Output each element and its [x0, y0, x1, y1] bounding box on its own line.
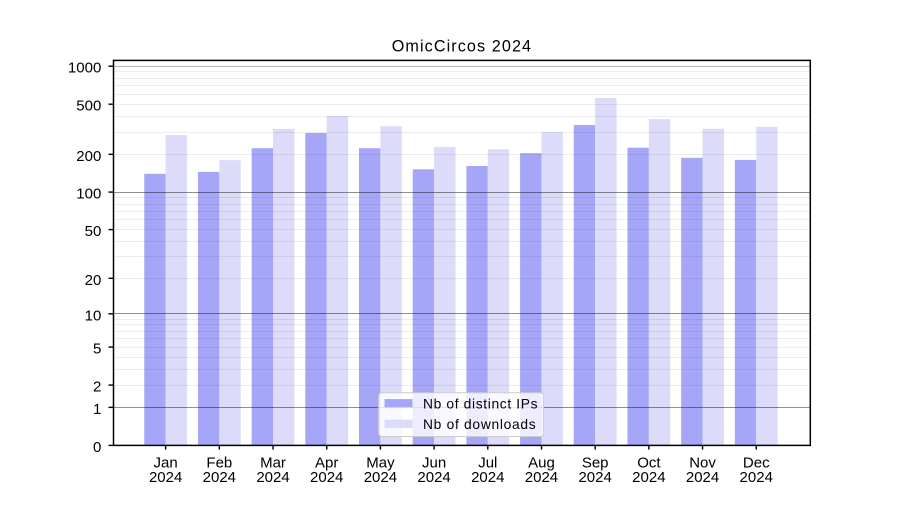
- svg-text:Dec: Dec: [743, 454, 770, 471]
- svg-text:1: 1: [93, 401, 101, 418]
- svg-text:Jun: Jun: [422, 454, 446, 471]
- svg-text:500: 500: [76, 98, 101, 115]
- svg-text:2024: 2024: [149, 469, 182, 486]
- svg-text:Nb of distinct IPs: Nb of distinct IPs: [423, 397, 538, 412]
- svg-text:50: 50: [85, 223, 102, 240]
- svg-text:OmicCircos 2024: OmicCircos 2024: [392, 38, 531, 56]
- svg-text:5: 5: [93, 341, 101, 358]
- svg-text:Jan: Jan: [154, 454, 178, 471]
- svg-text:2024: 2024: [686, 469, 719, 486]
- svg-text:1000: 1000: [68, 60, 101, 77]
- svg-text:2024: 2024: [203, 469, 236, 486]
- svg-text:Apr: Apr: [315, 454, 338, 471]
- svg-text:Feb: Feb: [206, 454, 232, 471]
- svg-text:2024: 2024: [417, 469, 450, 486]
- svg-text:100: 100: [76, 186, 101, 203]
- svg-text:Aug: Aug: [528, 454, 555, 471]
- svg-text:2024: 2024: [256, 469, 289, 486]
- svg-text:2024: 2024: [310, 469, 343, 486]
- svg-text:Nb of downloads: Nb of downloads: [423, 417, 536, 432]
- svg-text:2024: 2024: [632, 469, 665, 486]
- svg-text:2024: 2024: [525, 469, 558, 486]
- svg-text:Nov: Nov: [689, 454, 716, 471]
- svg-text:10: 10: [85, 307, 102, 324]
- svg-text:2024: 2024: [578, 469, 611, 486]
- svg-text:2024: 2024: [364, 469, 397, 486]
- svg-text:May: May: [366, 454, 395, 471]
- svg-text:Oct: Oct: [637, 454, 661, 471]
- svg-text:Jul: Jul: [478, 454, 497, 471]
- svg-text:2024: 2024: [471, 469, 504, 486]
- svg-text:0: 0: [93, 439, 101, 456]
- svg-text:2: 2: [93, 379, 101, 396]
- svg-text:2024: 2024: [740, 469, 773, 486]
- svg-text:Mar: Mar: [260, 454, 286, 471]
- svg-text:200: 200: [76, 148, 101, 165]
- svg-text:20: 20: [85, 272, 102, 289]
- svg-text:Sep: Sep: [582, 454, 609, 471]
